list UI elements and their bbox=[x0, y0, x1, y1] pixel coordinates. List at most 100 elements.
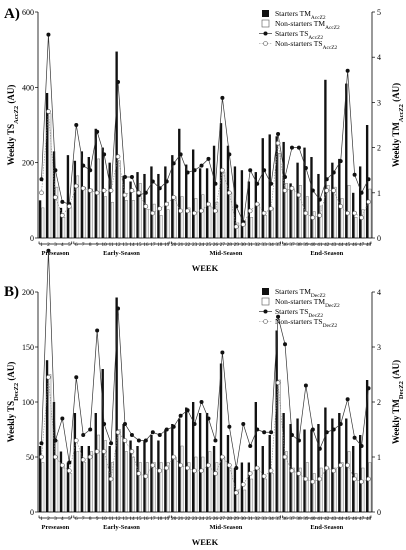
point-starters-ts bbox=[345, 68, 350, 73]
point-nonstarters-ts bbox=[101, 449, 107, 454]
bar-nonstarters-tm bbox=[76, 451, 80, 513]
bar-starters-tm bbox=[247, 462, 251, 512]
point-starters-ts bbox=[338, 159, 343, 164]
bar-starters-tm bbox=[38, 200, 42, 238]
point-starters-ts bbox=[296, 145, 301, 150]
bar-nonstarters-tm bbox=[111, 201, 114, 239]
x-tick-label: 39 bbox=[303, 516, 309, 522]
bar-starters-tm bbox=[310, 429, 313, 512]
x-tick-label: 43 bbox=[331, 516, 337, 522]
point-nonstarters-ts bbox=[192, 210, 197, 216]
point-nonstarters-ts bbox=[254, 465, 260, 471]
point-nonstarters-ts bbox=[53, 195, 58, 200]
bar-nonstarters-tm bbox=[278, 153, 281, 239]
bar-nonstarters-tm bbox=[117, 429, 121, 513]
x-tick-label: 45 bbox=[345, 516, 351, 522]
point-starters-ts bbox=[109, 441, 114, 446]
bar-starters-tm bbox=[261, 446, 264, 512]
bar-starters-tm bbox=[303, 429, 306, 512]
point-nonstarters-ts bbox=[199, 468, 204, 474]
point-starters-ts bbox=[74, 375, 79, 380]
point-nonstarters-ts bbox=[254, 201, 260, 207]
point-nonstarters-ts bbox=[247, 208, 253, 214]
bar-nonstarters-tm bbox=[194, 456, 198, 513]
bar-starters-tm bbox=[178, 128, 181, 238]
x-tick-label: 42 bbox=[324, 516, 330, 522]
point-nonstarters-ts bbox=[80, 185, 86, 191]
bar-starters-tm bbox=[136, 172, 139, 238]
bar-starters-tm bbox=[191, 402, 195, 512]
x-tick-label: 41 bbox=[317, 516, 323, 522]
x-tick-label: 9 bbox=[96, 242, 99, 248]
x-tick-label: 18 bbox=[157, 516, 163, 522]
panel-label: B) bbox=[4, 284, 19, 300]
x-tick-label: 38 bbox=[296, 242, 302, 248]
point-starters-ts bbox=[129, 433, 134, 437]
bar-nonstarters-tm bbox=[83, 186, 87, 239]
bar-nonstarters-tm bbox=[180, 196, 184, 239]
x-tick-label: 20 bbox=[171, 242, 177, 248]
bar-starters-tm bbox=[73, 160, 77, 238]
x-tick-label: 10 bbox=[102, 242, 108, 248]
bar-starters-tm bbox=[275, 330, 278, 512]
point-starters-ts bbox=[213, 181, 218, 186]
bar-starters-tm bbox=[52, 151, 56, 238]
bar-nonstarters-tm bbox=[159, 215, 163, 239]
point-nonstarters-ts bbox=[268, 206, 274, 211]
bar-nonstarters-tm bbox=[305, 196, 309, 239]
x-tick-label: 12 bbox=[115, 516, 121, 522]
bar-nonstarters-tm bbox=[271, 473, 274, 513]
bar-starters-tm bbox=[59, 451, 63, 512]
point-nonstarters-ts bbox=[53, 454, 58, 460]
point-starters-ts bbox=[366, 177, 371, 182]
bar-starters-tm bbox=[150, 166, 153, 238]
point-starters-ts bbox=[122, 174, 127, 179]
x-tick-label: 23 bbox=[192, 516, 198, 522]
point-starters-ts bbox=[102, 152, 107, 157]
right-tick-label: 0 bbox=[377, 508, 381, 517]
bar-starters-tm bbox=[254, 402, 257, 512]
panel-label: A) bbox=[4, 6, 20, 22]
left-tick-label: 400 bbox=[22, 83, 34, 92]
point-nonstarters-ts bbox=[178, 208, 183, 214]
x-tick-label: 6 bbox=[75, 516, 78, 522]
bar-nonstarters-tm bbox=[326, 185, 330, 239]
bar-nonstarters-tm bbox=[333, 186, 337, 239]
point-nonstarters-ts bbox=[227, 462, 232, 468]
point-nonstarters-ts bbox=[331, 468, 337, 474]
bar-starters-tm bbox=[310, 157, 313, 238]
bar-starters-tm bbox=[303, 147, 306, 238]
x-tick-label: 7 bbox=[82, 242, 85, 248]
point-nonstarters-ts bbox=[261, 210, 267, 216]
x-tick-label: 13 bbox=[122, 242, 128, 248]
point-starters-ts bbox=[74, 123, 79, 127]
bar-nonstarters-tm bbox=[257, 467, 261, 513]
bar-nonstarters-tm bbox=[48, 113, 52, 239]
bar-starters-tm bbox=[205, 413, 209, 512]
x-tick-label: 31 bbox=[248, 516, 254, 522]
bar-nonstarters-tm bbox=[152, 203, 156, 239]
bar-nonstarters-tm bbox=[284, 451, 288, 513]
right-axis-label: Weekly TMDecZ2 (AU) bbox=[391, 360, 405, 444]
bar-starters-tm bbox=[87, 157, 90, 238]
bar-nonstarters-tm bbox=[124, 451, 128, 513]
point-starters-ts bbox=[171, 161, 176, 166]
bar-starters-tm bbox=[66, 155, 70, 238]
point-nonstarters-ts bbox=[317, 476, 323, 482]
point-nonstarters-ts bbox=[46, 374, 51, 380]
point-nonstarters-ts bbox=[136, 190, 142, 196]
point-starters-ts bbox=[352, 172, 357, 177]
point-nonstarters-ts bbox=[67, 204, 72, 209]
point-starters-ts bbox=[227, 424, 232, 429]
point-starters-ts bbox=[53, 438, 58, 443]
bar-starters-tm bbox=[324, 407, 327, 512]
point-nonstarters-ts bbox=[240, 482, 246, 487]
bar-nonstarters-tm bbox=[131, 456, 135, 513]
legend-marker-starters-ts bbox=[263, 309, 268, 314]
x-tick-label: 32 bbox=[255, 242, 261, 248]
point-starters-ts bbox=[206, 156, 211, 161]
point-starters-ts bbox=[95, 129, 100, 134]
x-tick-label: 23 bbox=[192, 242, 198, 248]
legend-marker-nonstarters-ts bbox=[263, 319, 268, 324]
